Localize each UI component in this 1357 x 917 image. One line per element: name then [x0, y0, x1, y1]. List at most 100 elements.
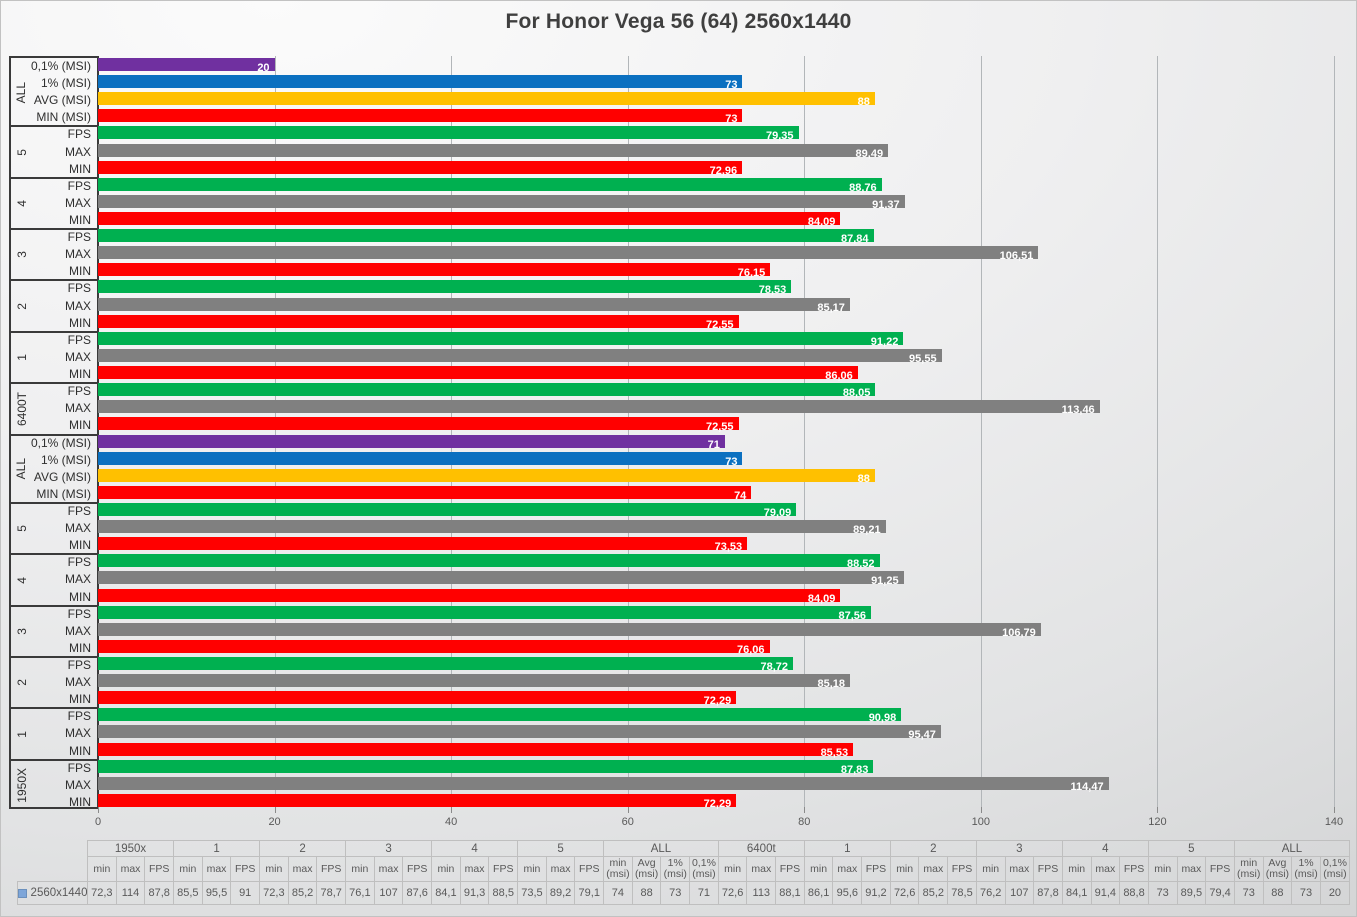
table-subheader-cell: 0,1% (msi) — [1319, 856, 1351, 882]
chart-title: For Honor Vega 56 (64) 2560x1440 — [505, 10, 852, 33]
bar: 76,15 — [98, 263, 771, 279]
bar-value-label: 84,09 — [807, 216, 836, 229]
bar: 85,53 — [98, 742, 854, 759]
table-subheader-cell: max — [1176, 856, 1207, 882]
category-group-label: 2 — [15, 679, 29, 686]
bar: 106,79 — [98, 622, 1041, 639]
table-subheader-cell: FPS — [574, 856, 605, 882]
grid-line — [451, 56, 453, 809]
category-row-label: MIN — [69, 367, 91, 382]
table-value-cell: 88,1 — [775, 881, 805, 905]
bar-value-label: 91,37 — [872, 198, 900, 211]
table-group-header-cell: 1 — [803, 840, 891, 857]
bar: 88,05 — [98, 383, 876, 399]
x-tick-mark — [804, 807, 806, 813]
bar-value-label: 88 — [857, 96, 870, 109]
table-subheader-cell: FPS — [861, 856, 891, 882]
bar: 72,55 — [98, 417, 739, 433]
table-subheader-cell: max — [115, 856, 146, 882]
category-group: 4 FPS MAX MIN — [11, 554, 97, 605]
bar-value-label: 85,17 — [817, 301, 845, 314]
category-row-label: FPS — [67, 555, 91, 570]
bar-value-label: 95,47 — [908, 729, 936, 742]
table-subheader-cell: max — [746, 856, 777, 882]
category-row-label: FPS — [67, 127, 91, 142]
category-row-label: FPS — [67, 230, 91, 245]
bar: 73,53 — [98, 537, 748, 553]
x-tick-label: 40 — [445, 816, 458, 828]
bar-value-label: 85,53 — [820, 746, 849, 759]
bar-value-label: 72,29 — [703, 695, 732, 708]
bar: 79,35 — [98, 126, 799, 142]
table-value-cell: 79,4 — [1205, 881, 1235, 905]
table-subheader-cell: min — [889, 856, 920, 882]
bar: 88,52 — [98, 554, 880, 571]
table-value-cell: 84,1 — [1061, 881, 1092, 905]
category-group-label: 6400T — [15, 391, 29, 426]
category-group-separator — [11, 433, 97, 436]
bar-value-label: 113,46 — [1061, 404, 1095, 417]
bar: 106,51 — [98, 246, 1039, 262]
category-group-separator — [11, 176, 97, 179]
category-group: 4 FPS MAX MIN — [11, 178, 97, 229]
category-group-label-cell: 3 — [11, 606, 33, 657]
category-row-label: MIN — [69, 589, 91, 604]
table-subheader-cell: Avg (msi) — [631, 856, 662, 882]
table-group-header-cell: 4 — [1061, 840, 1149, 857]
category-group-label-cell: 5 — [11, 126, 33, 177]
category-row-label: MIN — [69, 794, 91, 809]
bar: 87,56 — [98, 605, 872, 622]
table-value-cell: 95,6 — [832, 881, 863, 905]
table-group-header-cell: 5 — [1147, 840, 1235, 857]
category-row-label: FPS — [67, 178, 91, 193]
bar: 72,29 — [98, 691, 737, 708]
table-value-cell: 72,6 — [717, 881, 748, 905]
bar-value-label: 89,49 — [855, 147, 884, 160]
category-row-label: MIN — [69, 315, 91, 330]
bar: 88 — [98, 92, 875, 109]
table-group-header-cell: ALL — [1233, 840, 1351, 857]
category-row-label: MIN — [69, 161, 91, 176]
x-tick-label: 20 — [268, 816, 281, 828]
category-row-label: MIN — [69, 264, 91, 279]
bar: 90,98 — [98, 708, 902, 725]
table-value-cell: 87,8 — [1033, 881, 1063, 905]
table-corner-cell — [18, 841, 88, 857]
plot-area: 20 73 88 73 79,35 89,49 72,96 88,76 91,37 84,09 87… — [98, 56, 1335, 810]
category-group-label-cell: 1 — [11, 332, 33, 383]
table-value-cell: 20 — [1319, 881, 1351, 905]
category-row-labels: FPS MAX MIN — [33, 332, 97, 383]
bar-value-label: 95,55 — [909, 352, 937, 365]
category-row-label: MAX — [64, 726, 91, 741]
category-row-label: 1% (MSI) — [40, 452, 91, 467]
category-row-label: MAX — [64, 195, 91, 210]
table-subheader-cell: min — [431, 856, 461, 882]
table-subheader-cell: min (msi) — [603, 856, 633, 882]
bar: 73 — [98, 109, 743, 125]
bar-value-label: 87,56 — [838, 609, 867, 622]
category-group-label-cell: ALL — [11, 435, 31, 503]
bar-value-label: 114,47 — [1070, 780, 1104, 793]
bar: 91,25 — [98, 571, 904, 587]
legend-key-cell: 2560x1440 — [17, 881, 88, 905]
bar-value-label: 90,98 — [868, 712, 897, 725]
category-group: 3 FPS MAX MIN — [11, 606, 97, 657]
category-group-separator — [11, 604, 97, 607]
category-row-labels: FPS MAX MIN — [33, 760, 97, 811]
table-subheader-row: min max FPS min max FPS min max FPS min max FPS min m… — [18, 856, 1351, 882]
category-row-label: AVG (MSI) — [33, 93, 91, 108]
category-group: 1950X FPS MAX MIN — [11, 760, 97, 811]
bar: 74 — [98, 485, 752, 502]
bar-value-label: 88,52 — [846, 558, 875, 571]
category-group-separator — [11, 758, 97, 761]
table-subheader-cell: min — [975, 856, 1006, 882]
table-group-header-cell: 5 — [517, 840, 605, 857]
category-group-label-cell: ALL — [11, 58, 31, 126]
table-value-cell: 91,3 — [459, 881, 490, 905]
bar: 71 — [98, 434, 725, 451]
bar-value-label: 73 — [725, 79, 738, 92]
table-value-cell: 88 — [1262, 881, 1293, 905]
table-value-cell: 72,3 — [259, 881, 289, 905]
table-value-cell: 91 — [230, 881, 261, 905]
table-subheader-cell: max — [287, 856, 318, 882]
